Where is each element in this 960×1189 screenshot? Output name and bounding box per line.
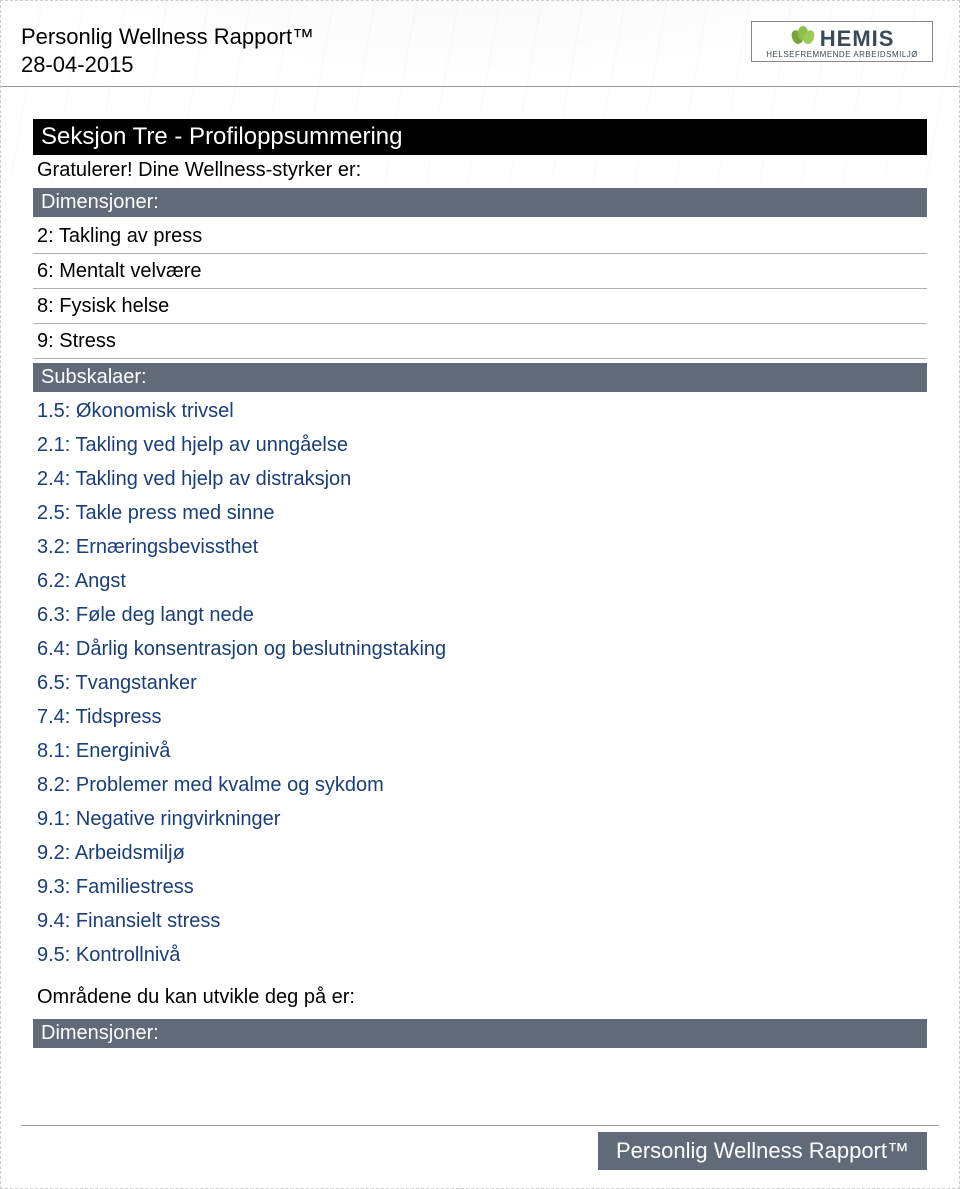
subscales-heading: Subskalaer: — [33, 363, 927, 392]
report-title: Personlig Wellness Rapport™ — [21, 23, 314, 52]
subscale-item: 8.2: Problemer med kvalme og sykdom — [33, 768, 927, 802]
subscale-item: 6.5: Tvangstanker — [33, 666, 927, 700]
dimensions-heading-2: Dimensjoner: — [33, 1019, 927, 1048]
subscale-item: 8.1: Energinivå — [33, 734, 927, 768]
subscale-item: 6.3: Føle deg langt nede — [33, 598, 927, 632]
header-title-block: Personlig Wellness Rapport™ 28-04-2015 — [21, 21, 314, 78]
report-date: 28-04-2015 — [21, 52, 314, 78]
dimension-item: 2: Takling av press — [33, 219, 927, 254]
subscale-item: 6.2: Angst — [33, 564, 927, 598]
subscale-item: 1.5: Økonomisk trivsel — [33, 394, 927, 428]
subscale-item: 2.5: Takle press med sinne — [33, 496, 927, 530]
subscales-list: 1.5: Økonomisk trivsel 2.1: Takling ved … — [33, 394, 927, 972]
subscale-item: 2.1: Takling ved hjelp av unngåelse — [33, 428, 927, 462]
page-footer: Personlig Wellness Rapport™ — [21, 1125, 939, 1170]
subscale-item: 2.4: Takling ved hjelp av distraksjon — [33, 462, 927, 496]
section-title: Seksjon Tre - Profiloppsummering — [33, 119, 927, 155]
dimensions-heading: Dimensjoner: — [33, 188, 927, 217]
subscale-item: 9.1: Negative ringvirkninger — [33, 802, 927, 836]
develop-line: Områdene du kan utvikle deg på er: — [33, 972, 927, 1015]
leaf-icon — [790, 26, 816, 52]
subscale-item: 9.3: Familiestress — [33, 870, 927, 904]
subscale-item: 3.2: Ernæringsbevissthet — [33, 530, 927, 564]
footer-title: Personlig Wellness Rapport™ — [598, 1132, 927, 1170]
page-header: Personlig Wellness Rapport™ 28-04-2015 H… — [1, 1, 959, 87]
subscale-item: 9.4: Finansielt stress — [33, 904, 927, 938]
subscale-item: 9.2: Arbeidsmiljø — [33, 836, 927, 870]
dimension-item: 9: Stress — [33, 324, 927, 359]
intro-line: Gratulerer! Dine Wellness-styrker er: — [33, 157, 927, 184]
logo-text: HEMIS — [820, 26, 895, 52]
brand-logo: HEMIS HELSEFREMMENDE ARBEIDSMILJØ — [751, 21, 933, 62]
subscale-item: 9.5: Kontrollnivå — [33, 938, 927, 972]
page-content: Seksjon Tre - Profiloppsummering Gratule… — [1, 87, 959, 1048]
dimension-item: 6: Mentalt velvære — [33, 254, 927, 289]
dimension-item: 8: Fysisk helse — [33, 289, 927, 324]
subscale-item: 6.4: Dårlig konsentrasjon og beslutnings… — [33, 632, 927, 666]
dimensions-list: 2: Takling av press 6: Mentalt velvære 8… — [33, 219, 927, 359]
subscale-item: 7.4: Tidspress — [33, 700, 927, 734]
